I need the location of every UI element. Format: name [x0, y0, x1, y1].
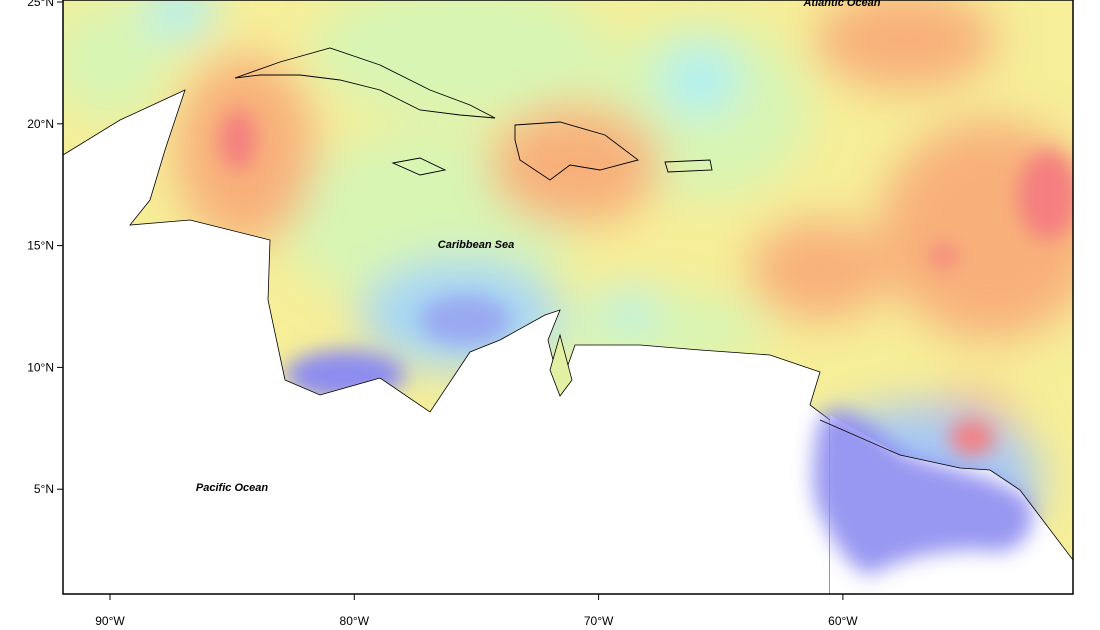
lat-tick-label: 20°N [27, 117, 54, 131]
lat-tick-label: 15°N [27, 239, 54, 253]
map-area [63, 0, 1073, 594]
graticule-labels: 25°N 20°N 15°N 10°N 5°N 90°W 80°W 70°W 60°W [27, 0, 858, 628]
lon-tick-label: 90°W [95, 614, 125, 628]
lat-tick-label: 25°N [27, 0, 54, 9]
land [63, 89, 831, 594]
ocean-label: Pacific Ocean [196, 482, 268, 494]
ocean-label: Atlantic Ocean [802, 0, 880, 9]
coastline [819, 419, 1073, 561]
hispaniola [514, 121, 640, 181]
map-frame [62, 0, 1074, 595]
cuba [234, 47, 496, 119]
lat-tick-label: 10°N [27, 360, 54, 374]
jamaica [391, 157, 447, 176]
lon-tick-label: 60°W [828, 614, 858, 628]
puerto-rico [664, 159, 713, 173]
lon-tick-label: 80°W [340, 614, 370, 628]
lat-tick-label: 5°N [34, 482, 54, 496]
guiana-shading [812, 410, 1033, 575]
lon-tick-label: 70°W [584, 614, 614, 628]
ocean-label: Caribbean Sea [438, 239, 514, 251]
lake-maracaibo [549, 333, 573, 397]
